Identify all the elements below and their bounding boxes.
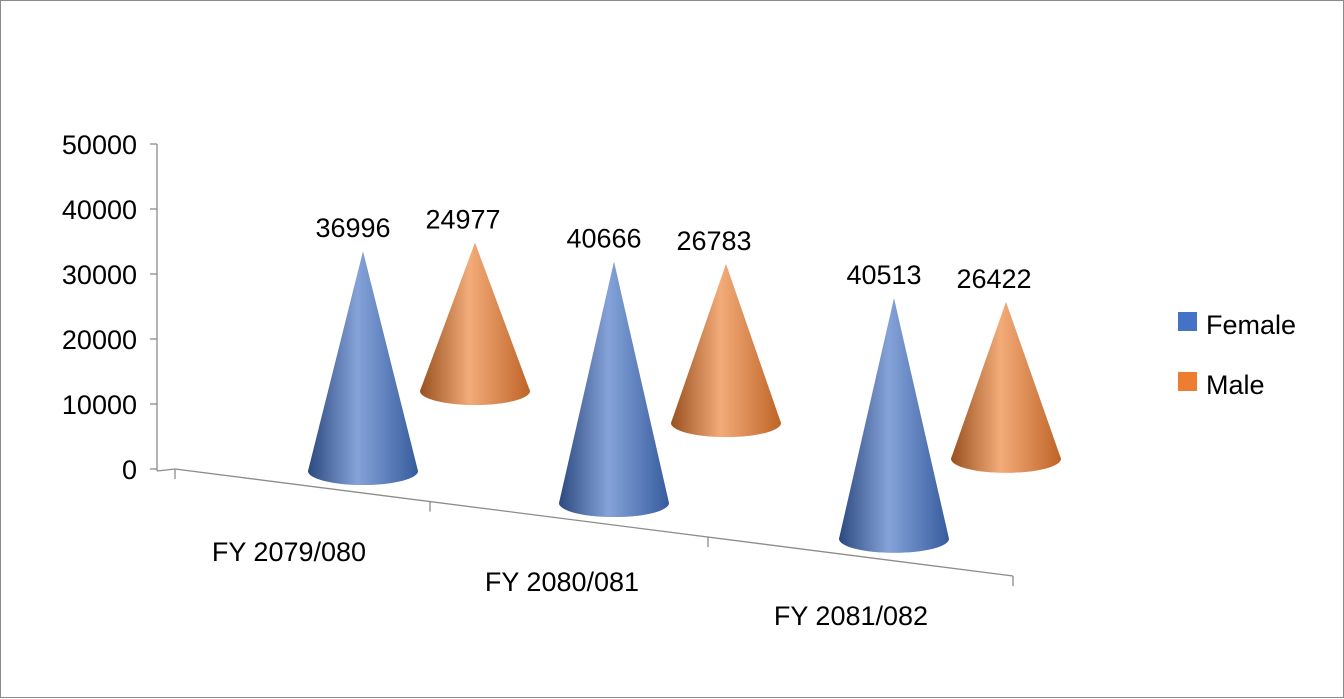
legend-item-male: Male: [1178, 370, 1265, 400]
floor-depth-line: [156, 468, 176, 472]
chart-legend: Female Male: [1178, 310, 1296, 400]
x-tick-label-fy-2079-080: FY 2079/080: [212, 537, 366, 567]
cone-female-fy-2080-081: [559, 261, 669, 518]
x-axis-ticks: FY 2079/080 FY 2080/081 FY 2081/082: [174, 469, 1014, 631]
chart-axes: [156, 144, 1014, 577]
cone-male-fy-2079-080: [420, 242, 530, 406]
data-labels: 24977 26783 26422 36996 40666 40513: [315, 205, 1031, 294]
cone-male-fy-2081-082: [951, 301, 1061, 473]
y-tick-label: 20000: [62, 325, 137, 355]
cone-female-fy-2079-080: [308, 251, 418, 486]
x-tick-label-fy-2080-081: FY 2080/081: [485, 567, 639, 597]
legend-swatch: [1178, 372, 1197, 391]
y-tick-label: 40000: [62, 195, 137, 225]
data-label-female-fy-2081-082: 40513: [846, 260, 921, 290]
data-label-female-fy-2079-080: 36996: [315, 213, 390, 243]
y-tick-label: 0: [122, 455, 137, 485]
y-tick-0: 0: [122, 455, 157, 485]
y-tick-label: 10000: [62, 390, 137, 420]
data-label-male-fy-2080-081: 26783: [676, 226, 751, 256]
y-tick-50000: 50000: [62, 130, 157, 160]
x-tick-label-fy-2081-082: FY 2081/082: [774, 601, 928, 631]
y-tick-label: 50000: [62, 130, 137, 160]
data-label-male-fy-2079-080: 24977: [425, 205, 500, 235]
data-label-female-fy-2080-081: 40666: [566, 223, 641, 253]
chart-series: [308, 242, 1061, 553]
y-tick-30000: 30000: [62, 260, 157, 290]
cone-female-fy-2081-082: [839, 298, 949, 553]
legend-label: Male: [1206, 370, 1265, 400]
legend-label: Female: [1206, 310, 1296, 340]
legend-item-female: Female: [1178, 310, 1296, 340]
legend-swatch: [1178, 312, 1197, 331]
x-axis-line: [174, 468, 1014, 577]
y-axis-ticks: 0 10000 20000 30000 40000 50000: [62, 130, 157, 485]
y-tick-10000: 10000: [62, 390, 157, 420]
y-tick-40000: 40000: [62, 195, 157, 225]
data-label-male-fy-2081-082: 26422: [956, 264, 1031, 294]
cone-male-fy-2080-081: [671, 263, 781, 438]
y-tick-label: 30000: [62, 260, 137, 290]
y-tick-20000: 20000: [62, 325, 157, 355]
